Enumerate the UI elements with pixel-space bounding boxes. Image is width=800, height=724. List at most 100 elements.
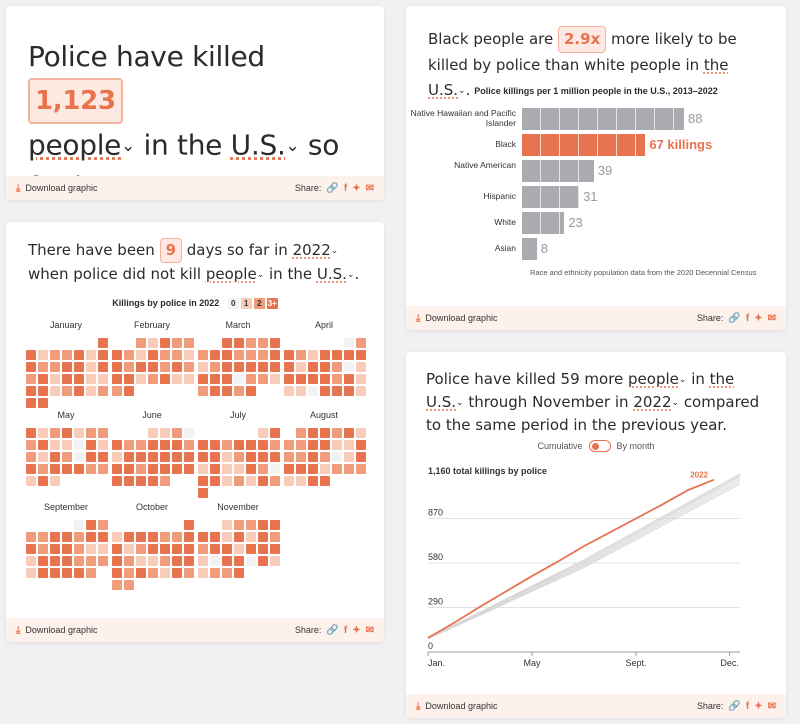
calendar-day-cell[interactable]: [124, 580, 134, 590]
calendar-day-cell[interactable]: [112, 374, 122, 384]
calendar-day-cell[interactable]: [86, 544, 96, 554]
calendar-day-cell[interactable]: [184, 464, 194, 474]
calendar-day-cell[interactable]: [124, 532, 134, 542]
calendar-day-cell[interactable]: [38, 362, 48, 372]
calendar-day-cell[interactable]: [148, 532, 158, 542]
calendar-day-cell[interactable]: [308, 464, 318, 474]
calendar-day-cell[interactable]: [296, 452, 306, 462]
calendar-day-cell[interactable]: [50, 362, 60, 372]
calendar-day-cell[interactable]: [172, 338, 182, 348]
calendar-day-cell[interactable]: [26, 544, 36, 554]
calendar-day-cell[interactable]: [246, 544, 256, 554]
calendar-day-cell[interactable]: [296, 374, 306, 384]
people-dropdown[interactable]: people: [205, 265, 257, 284]
calendar-day-cell[interactable]: [26, 568, 36, 578]
chevron-down-icon[interactable]: ⌄: [456, 398, 464, 409]
calendar-day-cell[interactable]: [222, 350, 232, 360]
calendar-day-cell[interactable]: [258, 440, 268, 450]
calendar-day-cell[interactable]: [246, 338, 256, 348]
location-dropdown[interactable]: the U.S.: [426, 370, 735, 412]
calendar-day-cell[interactable]: [136, 544, 146, 554]
calendar-day-cell[interactable]: [284, 476, 294, 486]
calendar-day-cell[interactable]: [344, 428, 354, 438]
calendar-day-cell[interactable]: [148, 568, 158, 578]
calendar-day-cell[interactable]: [38, 568, 48, 578]
calendar-day-cell[interactable]: [270, 428, 280, 438]
calendar-day-cell[interactable]: [86, 464, 96, 474]
calendar-day-cell[interactable]: [184, 568, 194, 578]
bar[interactable]: [522, 186, 580, 208]
calendar-day-cell[interactable]: [112, 464, 122, 474]
calendar-day-cell[interactable]: [198, 350, 208, 360]
calendar-day-cell[interactable]: [296, 386, 306, 396]
calendar-day-cell[interactable]: [50, 476, 60, 486]
calendar-day-cell[interactable]: [332, 428, 342, 438]
calendar-day-cell[interactable]: [62, 386, 72, 396]
calendar-day-cell[interactable]: [320, 428, 330, 438]
calendar-day-cell[interactable]: [38, 428, 48, 438]
calendar-day-cell[interactable]: [320, 362, 330, 372]
calendar-day-cell[interactable]: [234, 374, 244, 384]
calendar-day-cell[interactable]: [160, 464, 170, 474]
calendar-day-cell[interactable]: [160, 362, 170, 372]
calendar-day-cell[interactable]: [148, 350, 158, 360]
calendar-day-cell[interactable]: [50, 568, 60, 578]
calendar-day-cell[interactable]: [26, 476, 36, 486]
view-toggle[interactable]: Cumulative By month: [406, 440, 786, 452]
calendar-day-cell[interactable]: [270, 476, 280, 486]
calendar-day-cell[interactable]: [222, 532, 232, 542]
calendar-day-cell[interactable]: [246, 350, 256, 360]
calendar-day-cell[interactable]: [222, 452, 232, 462]
calendar-day-cell[interactable]: [198, 556, 208, 566]
calendar-day-cell[interactable]: [270, 374, 280, 384]
calendar-day-cell[interactable]: [270, 350, 280, 360]
calendar-day-cell[interactable]: [234, 350, 244, 360]
calendar-day-cell[interactable]: [74, 520, 84, 530]
calendar-day-cell[interactable]: [26, 440, 36, 450]
calendar-day-cell[interactable]: [160, 476, 170, 486]
calendar-day-cell[interactable]: [148, 338, 158, 348]
calendar-day-cell[interactable]: [160, 440, 170, 450]
calendar-day-cell[interactable]: [258, 374, 268, 384]
download-graphic-button[interactable]: ⤓ Download graphic: [416, 313, 497, 324]
calendar-day-cell[interactable]: [246, 386, 256, 396]
calendar-day-cell[interactable]: [112, 440, 122, 450]
calendar-day-cell[interactable]: [198, 476, 208, 486]
calendar-day-cell[interactable]: [234, 362, 244, 372]
calendar-day-cell[interactable]: [246, 374, 256, 384]
calendar-day-cell[interactable]: [172, 464, 182, 474]
calendar-day-cell[interactable]: [284, 350, 294, 360]
facebook-icon[interactable]: f: [745, 700, 750, 712]
calendar-day-cell[interactable]: [98, 362, 108, 372]
calendar-day-cell[interactable]: [136, 440, 146, 450]
calendar-day-cell[interactable]: [356, 464, 366, 474]
calendar-day-cell[interactable]: [86, 374, 96, 384]
calendar-day-cell[interactable]: [258, 350, 268, 360]
calendar-day-cell[interactable]: [160, 544, 170, 554]
facebook-icon[interactable]: f: [343, 182, 348, 194]
calendar-day-cell[interactable]: [50, 428, 60, 438]
calendar-day-cell[interactable]: [332, 464, 342, 474]
people-dropdown[interactable]: people: [28, 128, 122, 162]
calendar-day-cell[interactable]: [258, 476, 268, 486]
calendar-day-cell[interactable]: [38, 398, 48, 408]
calendar-day-cell[interactable]: [74, 452, 84, 462]
calendar-day-cell[interactable]: [74, 568, 84, 578]
calendar-day-cell[interactable]: [332, 386, 342, 396]
calendar-day-cell[interactable]: [148, 362, 158, 372]
calendar-day-cell[interactable]: [38, 374, 48, 384]
calendar-day-cell[interactable]: [222, 374, 232, 384]
chevron-down-icon[interactable]: ⌄: [256, 270, 265, 281]
calendar-day-cell[interactable]: [308, 386, 318, 396]
calendar-day-cell[interactable]: [296, 464, 306, 474]
calendar-day-cell[interactable]: [160, 374, 170, 384]
calendar-day-cell[interactable]: [50, 556, 60, 566]
calendar-day-cell[interactable]: [98, 452, 108, 462]
calendar-day-cell[interactable]: [198, 452, 208, 462]
calendar-day-cell[interactable]: [86, 428, 96, 438]
calendar-day-cell[interactable]: [246, 362, 256, 372]
location-dropdown[interactable]: the U.S.: [428, 56, 729, 99]
calendar-day-cell[interactable]: [148, 440, 158, 450]
calendar-day-cell[interactable]: [308, 440, 318, 450]
calendar-day-cell[interactable]: [344, 452, 354, 462]
